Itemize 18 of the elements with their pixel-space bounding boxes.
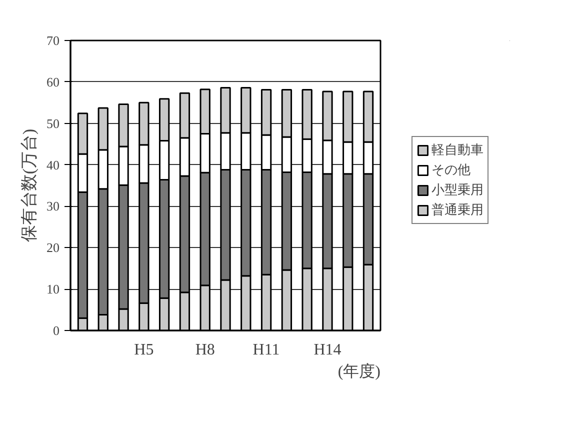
x-tick-label: H14 [314, 342, 342, 358]
y-tick-label: 50 [46, 116, 60, 131]
y-tick-label: 30 [46, 198, 60, 214]
y-tick-label: 0 [53, 323, 60, 338]
y-tick-label: 70 [46, 33, 60, 48]
x-axis-title: (年度) [338, 362, 380, 380]
legend-label: その他 [432, 161, 470, 179]
x-tick-label: H8 [195, 342, 215, 358]
x-tick-label: H11 [252, 342, 280, 358]
y-axis-title: 保有台数(万台) [20, 128, 38, 242]
y-tick-label: 20 [46, 240, 60, 256]
legend-label: 軽自動車 [432, 141, 484, 159]
y-tick-label: 60 [46, 74, 60, 90]
x-tick-label: H5 [134, 342, 154, 358]
y-tick-label: 10 [46, 282, 60, 297]
y-tick-label: 40 [46, 157, 60, 172]
legend-label: 小型乗用 [432, 181, 484, 199]
legend-label: 普通乗用 [432, 201, 484, 219]
